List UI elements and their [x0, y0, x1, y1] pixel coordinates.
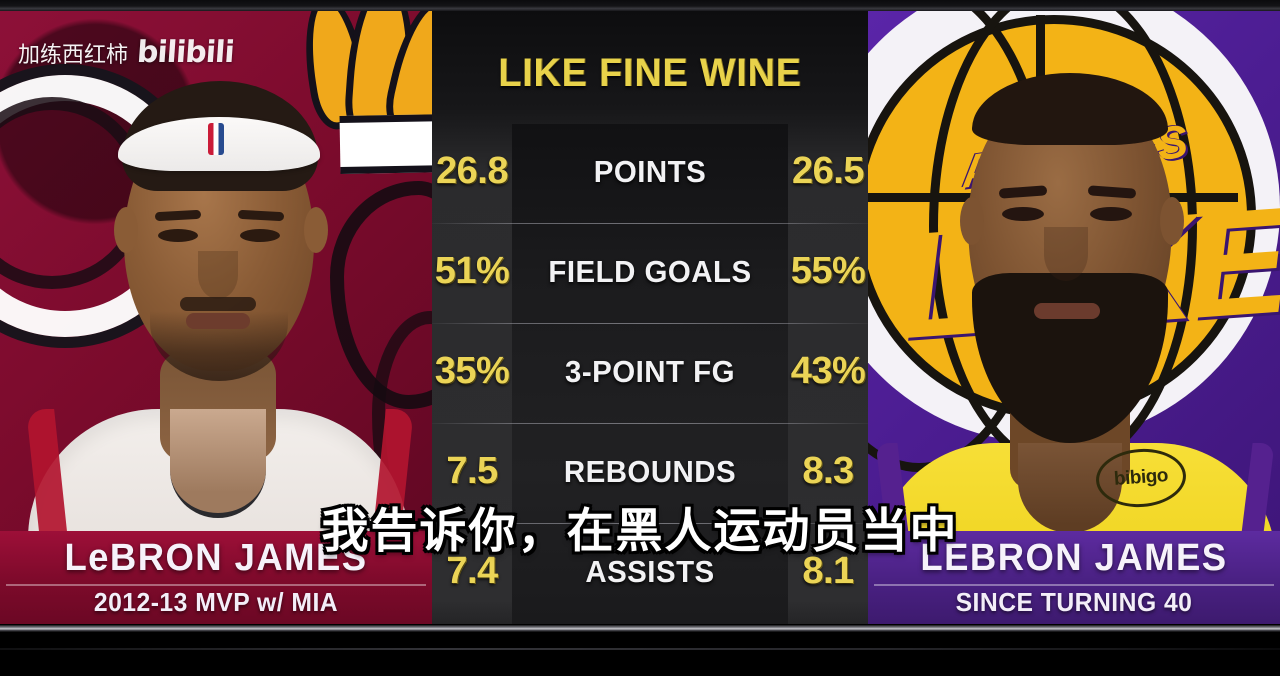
stat-row-three-point-fg: 35% 3-POINT FG 43% [432, 324, 868, 424]
row-divider [432, 323, 868, 324]
watermark-channel-name: 加练西红柿 [18, 42, 129, 68]
nameplate-divider [6, 584, 426, 586]
stat-left-value: 7.5 [446, 450, 498, 492]
letterbox-highlight-line [0, 625, 1280, 632]
row-divider [432, 223, 868, 224]
left-player-ear [304, 207, 328, 253]
nameplate-divider [874, 584, 1274, 586]
heat-logo-bar [339, 114, 432, 174]
stat-left-value: 51% [434, 250, 510, 292]
stat-row-assists: 7.4 ASSISTS 8.1 [432, 524, 868, 624]
row-divider [432, 523, 868, 524]
letterbox-bottom [0, 624, 1280, 676]
stat-row-field-goals: 51% FIELD GOALS 55% [432, 224, 868, 324]
stat-left-value: 35% [434, 350, 510, 392]
right-player-eye [1090, 207, 1132, 221]
stat-row-rebounds: 7.5 REBOUNDS 8.3 [432, 424, 868, 524]
bilibili-watermark: 加练西红柿 bilibili [18, 35, 235, 70]
stat-label: ASSISTS [585, 554, 715, 589]
stat-label: FIELD GOALS [548, 254, 752, 289]
stat-label: POINTS [593, 154, 707, 189]
left-player-ear [114, 207, 138, 253]
stats-label-column [512, 124, 788, 625]
stat-right-value: 55% [790, 250, 866, 292]
stat-label: REBOUNDS [563, 454, 737, 489]
right-player-mouth [1034, 303, 1100, 319]
right-player-ear [1160, 197, 1184, 245]
stat-right-value: 8.3 [802, 450, 854, 492]
left-player-nose [198, 251, 238, 299]
left-player-mustache [180, 297, 256, 311]
stat-left-value: 7.4 [446, 550, 498, 592]
stat-label: 3-POINT FG [564, 354, 735, 389]
right-player-subtitle: SINCE TURNING 40 [955, 587, 1193, 617]
stats-panel-title: LIKE FINE WINE [498, 51, 802, 95]
stat-right-value: 26.5 [792, 150, 864, 192]
stat-left-value: 26.8 [436, 150, 508, 192]
left-player-photo [0, 11, 432, 625]
right-player-ear [960, 197, 984, 245]
stat-right-value: 43% [790, 350, 866, 392]
left-player-name: LeBRON JAMES [64, 537, 368, 579]
subtitle-overlay: 我告诉你，在黑人运动员当中 [321, 504, 959, 559]
right-player-nameplate: LEBRON JAMES SINCE TURNING 40 [868, 531, 1280, 625]
left-player-subtitle: 2012-13 MVP w/ MIA [93, 587, 339, 617]
stats-comparison-panel: LIKE FINE WINE 26.8 POINTS 26.5 51% FIEL… [432, 11, 868, 625]
left-player-nameplate: LeBRON JAMES 2012-13 MVP w/ MIA [0, 531, 432, 625]
right-player-eye [1002, 207, 1044, 221]
stat-right-value: 8.1 [802, 550, 854, 592]
left-jersey-collar [170, 409, 266, 518]
video-content: ANGELES LAKERS bibigo LIKE FINE WINE [0, 11, 1280, 625]
nba-logo-icon [208, 123, 224, 155]
letterbox-top [0, 0, 1280, 11]
bilibili-logo-icon: bilibili [135, 35, 235, 70]
left-player-eye [240, 229, 280, 242]
left-player-eye [158, 229, 198, 242]
row-divider [432, 423, 868, 424]
right-jersey-collar [1018, 443, 1122, 533]
right-player-nose [1044, 227, 1088, 281]
left-player-mouth [186, 313, 250, 329]
letterbox-secondary-line [0, 648, 1280, 650]
stat-row-points: 26.8 POINTS 26.5 [432, 124, 868, 224]
right-player-name: LEBRON JAMES [920, 537, 1228, 579]
